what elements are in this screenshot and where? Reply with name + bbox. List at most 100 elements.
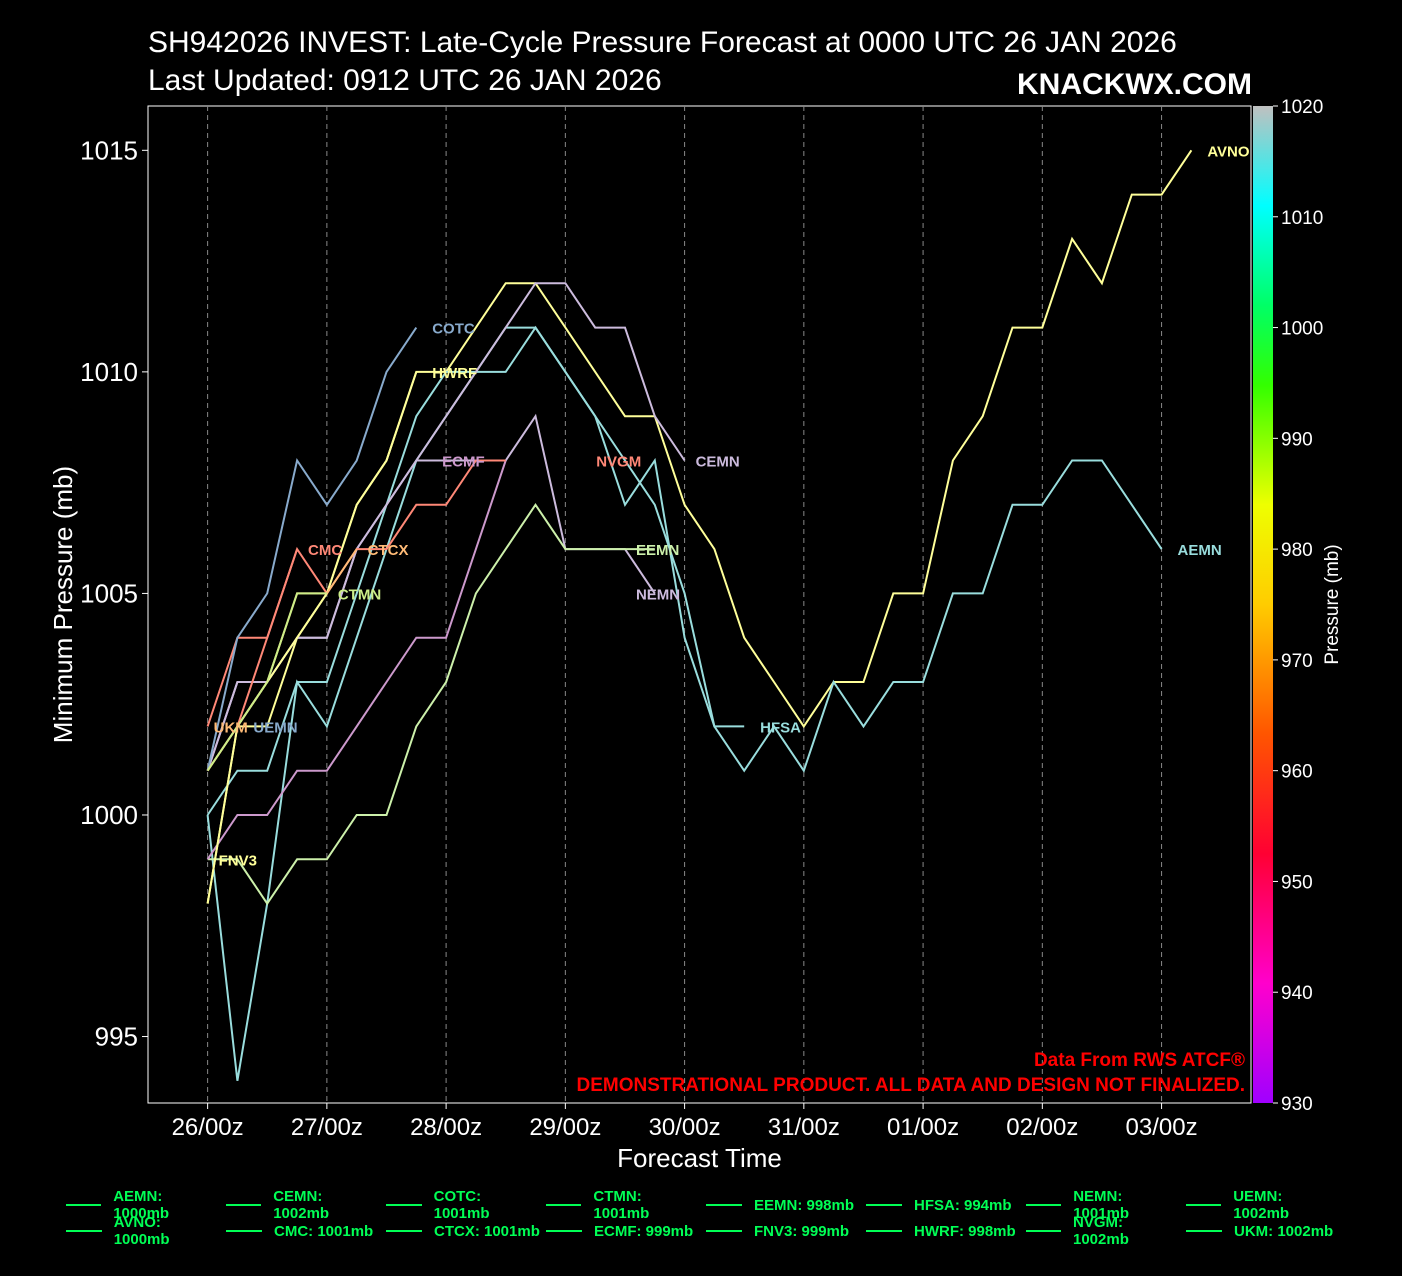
legend-label: CTMN: 1001mb bbox=[593, 1188, 650, 1222]
x-tick-label: 27/00z bbox=[291, 1114, 363, 1141]
series-label-ctmn: CTMN bbox=[338, 586, 381, 603]
legend-label: HWRF: 998mb bbox=[914, 1222, 1016, 1240]
legend-label: CTCX: 1001mb bbox=[434, 1222, 540, 1240]
y-axis-label: Minimum Pressure (mb) bbox=[48, 466, 78, 743]
legend-label: UKM: 1002mb bbox=[1234, 1222, 1334, 1240]
legend-swatch bbox=[1186, 1204, 1222, 1206]
legend-swatch bbox=[706, 1204, 742, 1206]
series-label-cotc: COTC bbox=[432, 321, 475, 338]
series-label-eemn: EEMN bbox=[636, 542, 679, 559]
y-tick-label: 1010 bbox=[80, 357, 138, 387]
legend-item: NEMN: 1001mb bbox=[1020, 1188, 1180, 1222]
x-tick-label: 28/00z bbox=[410, 1114, 482, 1141]
legend-item: AVNO: 1000mb bbox=[60, 1214, 220, 1248]
series-line-eemn bbox=[207, 503, 655, 906]
legend-swatch bbox=[1026, 1230, 1061, 1232]
legend: AEMN: 1000mb CEMN: 1002mb COTC: 1001mb CTMN… bbox=[60, 1188, 1360, 1248]
legend-label: AVNO: 1000mb bbox=[113, 1214, 170, 1248]
legend-row: AVNO: 1000mb CMC: 1001mb CTCX: 1001mb ECMF:… bbox=[60, 1214, 1360, 1248]
legend-item: NVGM: 1002mb bbox=[1020, 1214, 1180, 1248]
series-label-nemn: NEMN bbox=[636, 586, 680, 603]
chart-title: SH942026 INVEST: Late-Cycle Pressure For… bbox=[148, 26, 1177, 59]
colorbar-tick-label: 1010 bbox=[1281, 208, 1323, 229]
series-line-aemn bbox=[206, 325, 1163, 1081]
legend-label: HFSA: 994mb bbox=[914, 1196, 1012, 1214]
legend-label: ECMF: 999mb bbox=[594, 1222, 694, 1240]
colorbar-tick-label: 1000 bbox=[1281, 319, 1323, 340]
legend-swatch bbox=[386, 1230, 422, 1232]
legend-item: CMC: 1001mb bbox=[220, 1223, 380, 1240]
series-label-ukm: UKM bbox=[214, 719, 248, 736]
legend-swatch bbox=[226, 1230, 262, 1232]
legend-item: HFSA: 994mb bbox=[860, 1197, 1020, 1214]
series-line-cotc bbox=[206, 327, 418, 771]
x-axis-label: Forecast Time bbox=[617, 1143, 782, 1173]
series-label-cemn: CEMN bbox=[696, 453, 740, 470]
legend-swatch bbox=[386, 1204, 422, 1206]
legend-swatch bbox=[66, 1230, 102, 1232]
data-source-note: Data From RWS ATCF® bbox=[1034, 1050, 1245, 1071]
legend-label: AEMN: 1000mb bbox=[113, 1188, 170, 1222]
series-label-uemn: UEMN bbox=[253, 719, 297, 736]
y-tick-label: 1005 bbox=[80, 578, 138, 608]
legend-label: FNV3: 999mb bbox=[754, 1222, 850, 1240]
legend-item: CTMN: 1001mb bbox=[540, 1188, 700, 1222]
colorbar-tick-label: 960 bbox=[1281, 762, 1313, 783]
legend-item: UEMN: 1002mb bbox=[1180, 1188, 1340, 1222]
x-tick-label: 02/00z bbox=[1006, 1114, 1078, 1141]
legend-label: EEMN: 998mb bbox=[754, 1196, 855, 1214]
colorbar bbox=[1253, 106, 1273, 1103]
y-tick-label: 995 bbox=[95, 1022, 138, 1052]
legend-swatch bbox=[866, 1204, 902, 1206]
series-label-hfsa: HFSA bbox=[760, 719, 801, 736]
legend-item: AEMN: 1000mb bbox=[60, 1188, 220, 1222]
disclaimer-note: DEMONSTRATIONAL PRODUCT. ALL DATA AND DE… bbox=[577, 1075, 1246, 1096]
series-label-fnv3: FNV3 bbox=[219, 852, 257, 869]
x-tick-label: 01/00z bbox=[887, 1114, 959, 1141]
legend-item: EEMN: 998mb bbox=[700, 1197, 860, 1214]
legend-swatch bbox=[866, 1230, 902, 1232]
x-tick-label: 30/00z bbox=[649, 1114, 721, 1141]
colorbar-tick-label: 980 bbox=[1281, 540, 1313, 561]
legend-swatch bbox=[66, 1204, 102, 1206]
colorbar-tick-label: 950 bbox=[1281, 872, 1313, 893]
legend-label: CEMN: 1002mb bbox=[273, 1188, 330, 1222]
legend-item: FNV3: 999mb bbox=[700, 1223, 860, 1240]
legend-label: CMC: 1001mb bbox=[274, 1222, 374, 1240]
y-tick-label: 1015 bbox=[80, 135, 138, 165]
series-label-ecmf: ECMF bbox=[442, 453, 485, 470]
legend-item: CEMN: 1002mb bbox=[220, 1188, 380, 1222]
series-label-nvgm: NVGM bbox=[596, 453, 641, 470]
series-label-cmc: CMC bbox=[308, 542, 342, 559]
legend-swatch bbox=[1026, 1204, 1062, 1206]
plot-frame bbox=[147, 105, 1252, 1104]
legend-item: UKM: 1002mb bbox=[1180, 1223, 1340, 1240]
colorbar-tick-label: 970 bbox=[1281, 651, 1313, 672]
legend-swatch bbox=[706, 1230, 742, 1232]
brand-logo: KNACKWX.COM bbox=[1017, 68, 1252, 101]
colorbar-tick-label: 990 bbox=[1281, 429, 1313, 450]
series-label-aemn: AEMN bbox=[1178, 542, 1222, 559]
y-tick-label: 1000 bbox=[80, 800, 138, 830]
legend-swatch bbox=[1186, 1230, 1222, 1232]
series-label-ctcx: CTCX bbox=[368, 542, 409, 559]
colorbar-tick-label: 1020 bbox=[1281, 97, 1323, 118]
legend-item: ECMF: 999mb bbox=[540, 1223, 700, 1240]
legend-label: UEMN: 1002mb bbox=[1233, 1188, 1290, 1222]
series-line-ctmn bbox=[206, 592, 327, 772]
legend-label: NVGM: 1002mb bbox=[1073, 1214, 1129, 1248]
colorbar-tick-label: 930 bbox=[1281, 1094, 1313, 1115]
colorbar-label: Pressure (mb) bbox=[1322, 544, 1343, 664]
legend-item: CTCX: 1001mb bbox=[380, 1223, 540, 1240]
legend-label: NEMN: 1001mb bbox=[1073, 1188, 1130, 1222]
series-label-avno: AVNO bbox=[1207, 143, 1250, 160]
legend-item: HWRF: 998mb bbox=[860, 1223, 1020, 1240]
legend-row: AEMN: 1000mb CEMN: 1002mb COTC: 1001mb CTMN… bbox=[60, 1188, 1360, 1222]
legend-swatch bbox=[226, 1204, 262, 1206]
legend-swatch bbox=[546, 1204, 582, 1206]
x-tick-label: 26/00z bbox=[172, 1114, 244, 1141]
x-tick-label: 29/00z bbox=[529, 1114, 601, 1141]
colorbar-tick-label: 940 bbox=[1281, 983, 1313, 1004]
legend-item: COTC: 1001mb bbox=[380, 1188, 540, 1222]
